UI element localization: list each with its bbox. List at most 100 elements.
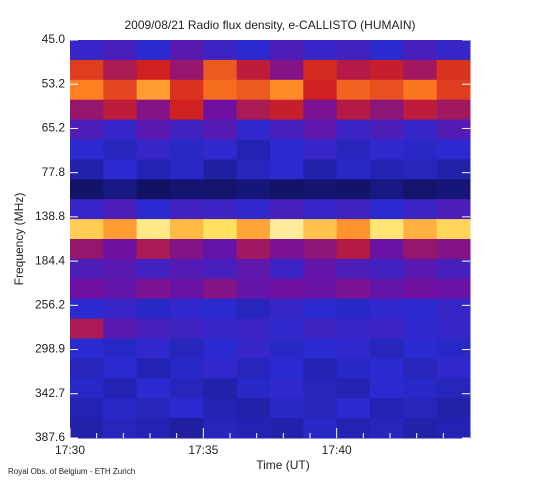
heat-cell [203,99,238,121]
y-tick-label: 184.4 [35,253,65,267]
heat-cell [103,298,138,320]
heat-cell [403,358,438,379]
heat-cell [203,318,238,339]
heat-cell [403,119,438,140]
heatmap [70,40,471,439]
heat-cell [370,338,404,359]
heat-cell [303,99,338,121]
heat-cell [336,418,371,439]
heat-cell [436,318,471,339]
heat-cell [370,179,404,200]
heat-cell [303,199,338,220]
heat-cell [336,358,371,379]
heat-cell [136,318,171,339]
heat-cell [203,418,238,439]
heat-cell [336,258,371,280]
heat-cell [436,79,471,101]
heat-cell [370,318,404,339]
heat-cell [170,298,204,320]
heat-cell [270,358,304,379]
heat-cell [370,239,404,260]
heat-cell [70,99,104,121]
heat-cell [170,318,204,339]
heat-cell [270,378,304,399]
heat-cell [436,239,471,260]
heat-cell [103,318,138,339]
heat-cell [270,398,304,419]
heat-cell [436,358,471,379]
heat-cell [236,99,271,121]
heat-cell [303,418,338,439]
heat-cell [303,159,338,180]
heat-cell [436,59,471,81]
heat-cell [303,358,338,379]
heat-cell [203,239,238,260]
heat-cell [170,159,204,180]
heat-cell [236,239,271,260]
heat-cell [403,418,438,439]
x-axis-label: Time (UT) [256,458,310,472]
heat-cell [370,278,404,300]
heat-cell [236,159,271,180]
y-tick-label: 138.8 [35,209,65,223]
heat-cell [336,199,371,220]
heat-cell [436,159,471,180]
heat-cell [236,59,271,81]
heat-cell [236,298,271,320]
heat-cell [170,418,204,439]
heat-cell [136,79,171,101]
heat-cell [203,139,238,160]
heat-cell [270,338,304,359]
heat-cell [70,159,104,180]
heat-cell [70,219,104,240]
heat-cell [103,239,138,260]
heat-cell [136,99,171,121]
y-tick-label: 256.2 [35,298,65,312]
heat-cell [370,258,404,280]
heat-cell [203,59,238,81]
heat-cell [436,398,471,419]
heat-cell [203,278,238,300]
heat-cell [170,239,204,260]
heat-cell [403,199,438,220]
chart-title: 2009/08/21 Radio flux density, e-CALLIST… [124,18,415,32]
heat-cell [370,40,404,61]
heat-cell [403,258,438,280]
heat-cell [436,99,471,121]
heat-cell [170,338,204,359]
heat-cell [403,338,438,359]
heat-cell [70,119,104,140]
heat-cell [370,219,404,240]
heat-cell [303,298,338,320]
heat-cell [236,219,271,240]
heat-cell [136,179,171,200]
heat-cell [203,199,238,220]
heat-cell [170,59,204,81]
heat-cell [203,79,238,101]
heat-cell [370,139,404,160]
heat-cell [336,159,371,180]
heat-cell [303,40,338,61]
heat-cell [403,278,438,300]
heat-cell [303,318,338,339]
heat-cell [336,179,371,200]
heat-cell [103,79,138,101]
heat-cell [436,199,471,220]
heat-cell [336,59,371,81]
heat-cell [270,40,304,61]
heat-cell [236,179,271,200]
heat-cell [103,398,138,419]
heat-cell [436,40,471,61]
heat-cell [136,199,171,220]
heat-cell [203,219,238,240]
heat-cell [403,139,438,160]
heat-cell [70,179,104,200]
heat-cell [403,159,438,180]
heat-cell [236,40,271,61]
heat-cell [170,378,204,399]
heat-cell [336,398,371,419]
heat-cell [336,139,371,160]
heat-cell [170,219,204,240]
heat-cell [303,139,338,160]
heat-cell [436,278,471,300]
